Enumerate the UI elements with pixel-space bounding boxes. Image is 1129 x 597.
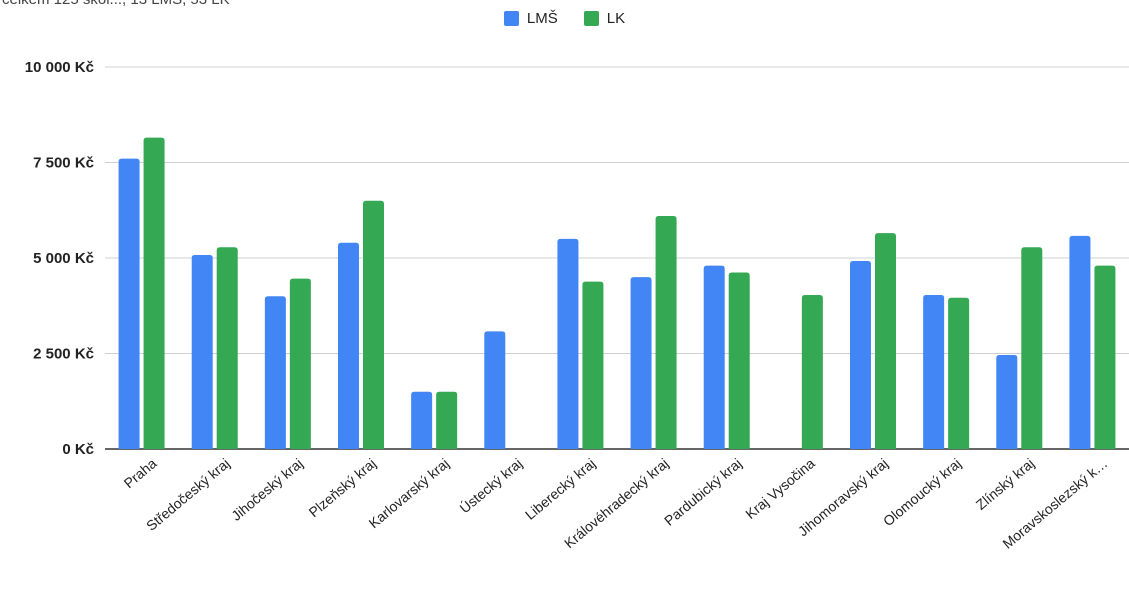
legend-swatch-lk	[583, 11, 599, 26]
bar-lk	[801, 295, 823, 449]
bar-lk	[143, 137, 165, 450]
bar-lk	[1094, 265, 1116, 449]
bar-lk	[1021, 247, 1043, 449]
x-tick-label: Praha	[121, 455, 160, 491]
bar-lk	[655, 215, 677, 449]
bar-lms	[703, 265, 725, 449]
y-tick-label: 0 Kč	[62, 441, 94, 458]
bar-lms	[1069, 235, 1091, 449]
legend-item-lk: LK	[583, 10, 626, 27]
x-tick-label: Jihočeský kraj	[228, 455, 306, 524]
legend-label-lk: LK	[606, 10, 626, 27]
legend-swatch-lms	[503, 11, 519, 26]
bar-lk	[363, 200, 384, 449]
x-tick-label: Pardubický kraj	[661, 455, 745, 529]
y-tick-label: 10 000 Kč	[25, 59, 94, 76]
bar-lk	[216, 247, 238, 449]
y-tick-label: 7 500 Kč	[33, 155, 94, 172]
x-tick-label: Ústecký kraj	[457, 455, 526, 516]
bar-lms	[264, 296, 286, 449]
bar-lk	[948, 297, 970, 449]
bar-lms	[630, 277, 652, 449]
bar-lk	[728, 272, 750, 449]
top-note: celkem 125 škol..., 13 LMŠ, 53 LK	[2, 0, 230, 8]
x-tick-label: Kraj Vysočina	[742, 455, 818, 522]
bar-lms	[996, 355, 1018, 449]
bar-lms	[338, 242, 359, 449]
bar-lms	[484, 331, 506, 449]
bar-lk	[436, 391, 458, 449]
legend-label-lms: LMŠ	[526, 10, 558, 27]
x-tick-label: Karlovarský kraj	[365, 455, 452, 531]
y-tick-label: 2 500 Kč	[33, 346, 94, 363]
y-tick-label: 5 000 Kč	[33, 250, 94, 267]
bar-lk	[289, 278, 311, 449]
bar-lms	[923, 295, 945, 449]
x-tick-label: Plzeňský kraj	[305, 455, 378, 520]
legend: LMŠ LK	[0, 10, 1129, 27]
bar-lms	[411, 391, 433, 449]
bar-lk	[582, 281, 604, 449]
x-tick-label: Olomoucký kraj	[880, 455, 964, 529]
bar-lms	[191, 254, 213, 449]
legend-item-lms: LMŠ	[503, 10, 558, 27]
bar-lms	[118, 158, 140, 449]
bar-lms	[557, 238, 579, 449]
x-tick-label: Liberecký kraj	[522, 455, 598, 523]
x-tick-label: Zlínský kraj	[973, 455, 1038, 513]
bar-lk	[875, 233, 896, 449]
bar-lms	[850, 261, 871, 449]
